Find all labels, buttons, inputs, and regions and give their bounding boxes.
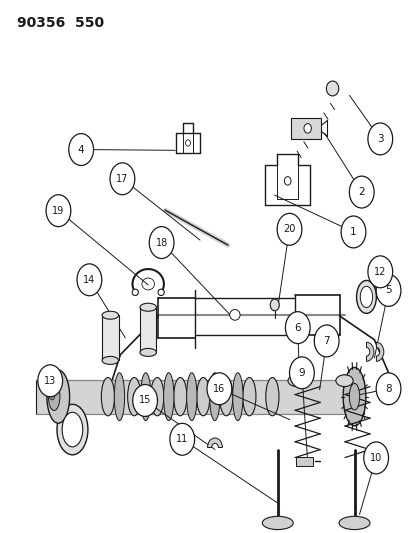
Wedge shape bbox=[207, 438, 222, 448]
Circle shape bbox=[149, 227, 173, 259]
Ellipse shape bbox=[287, 375, 305, 386]
Text: 12: 12 bbox=[373, 267, 386, 277]
Circle shape bbox=[46, 195, 71, 227]
Ellipse shape bbox=[48, 383, 60, 410]
Ellipse shape bbox=[242, 377, 255, 416]
Text: 9: 9 bbox=[298, 368, 304, 378]
Circle shape bbox=[367, 256, 392, 288]
Circle shape bbox=[367, 123, 392, 155]
Wedge shape bbox=[375, 342, 383, 361]
Ellipse shape bbox=[185, 140, 190, 146]
Text: 4: 4 bbox=[78, 144, 84, 155]
Ellipse shape bbox=[163, 373, 173, 421]
Circle shape bbox=[375, 373, 400, 405]
Text: 1: 1 bbox=[349, 227, 356, 237]
Ellipse shape bbox=[140, 373, 151, 421]
Ellipse shape bbox=[219, 377, 233, 416]
Ellipse shape bbox=[338, 516, 369, 530]
Text: 14: 14 bbox=[83, 275, 95, 285]
Circle shape bbox=[363, 442, 388, 474]
Circle shape bbox=[349, 176, 373, 208]
Ellipse shape bbox=[173, 377, 186, 416]
Bar bbox=[102, 315, 118, 360]
Ellipse shape bbox=[284, 176, 290, 185]
Ellipse shape bbox=[229, 310, 240, 320]
Circle shape bbox=[169, 423, 194, 455]
Ellipse shape bbox=[349, 383, 359, 410]
Ellipse shape bbox=[50, 393, 55, 400]
Circle shape bbox=[77, 264, 102, 296]
Circle shape bbox=[133, 384, 157, 416]
Ellipse shape bbox=[342, 367, 365, 426]
Circle shape bbox=[206, 373, 231, 405]
Ellipse shape bbox=[209, 373, 219, 421]
Text: 10: 10 bbox=[369, 453, 381, 463]
Ellipse shape bbox=[127, 377, 140, 416]
Text: 15: 15 bbox=[139, 395, 151, 406]
Bar bbox=[296, 457, 312, 466]
Text: 20: 20 bbox=[282, 224, 295, 235]
Ellipse shape bbox=[150, 377, 164, 416]
Ellipse shape bbox=[101, 377, 114, 416]
Bar bbox=[140, 307, 156, 352]
Circle shape bbox=[69, 134, 93, 165]
Ellipse shape bbox=[232, 373, 242, 421]
Text: 7: 7 bbox=[323, 336, 329, 346]
Ellipse shape bbox=[102, 311, 118, 319]
Ellipse shape bbox=[140, 303, 156, 311]
Text: 11: 11 bbox=[176, 434, 188, 445]
Text: 90356  550: 90356 550 bbox=[17, 15, 104, 29]
Text: 13: 13 bbox=[44, 376, 56, 386]
Circle shape bbox=[285, 312, 309, 344]
Circle shape bbox=[375, 274, 400, 306]
Ellipse shape bbox=[325, 81, 338, 96]
Text: 5: 5 bbox=[385, 286, 391, 295]
Circle shape bbox=[38, 365, 62, 397]
Text: 6: 6 bbox=[294, 322, 300, 333]
Text: 19: 19 bbox=[52, 206, 64, 216]
Ellipse shape bbox=[270, 299, 279, 311]
Ellipse shape bbox=[132, 289, 138, 296]
Ellipse shape bbox=[265, 377, 278, 416]
Ellipse shape bbox=[186, 373, 197, 421]
Ellipse shape bbox=[140, 349, 156, 357]
Text: 8: 8 bbox=[385, 384, 391, 394]
Ellipse shape bbox=[62, 413, 83, 447]
Ellipse shape bbox=[57, 405, 88, 455]
Ellipse shape bbox=[356, 280, 375, 313]
FancyBboxPatch shape bbox=[290, 118, 320, 139]
Circle shape bbox=[289, 357, 313, 389]
Ellipse shape bbox=[102, 357, 118, 365]
Text: 17: 17 bbox=[116, 174, 128, 184]
Text: 16: 16 bbox=[213, 384, 225, 394]
Bar bbox=[36, 379, 363, 414]
Ellipse shape bbox=[47, 370, 69, 423]
Circle shape bbox=[110, 163, 135, 195]
Circle shape bbox=[340, 216, 365, 248]
Circle shape bbox=[313, 325, 338, 357]
Circle shape bbox=[276, 213, 301, 245]
Text: 3: 3 bbox=[376, 134, 383, 144]
Text: 2: 2 bbox=[358, 187, 364, 197]
Ellipse shape bbox=[262, 516, 292, 530]
Ellipse shape bbox=[335, 375, 352, 386]
Ellipse shape bbox=[114, 373, 124, 421]
Ellipse shape bbox=[158, 289, 164, 296]
Ellipse shape bbox=[303, 124, 311, 133]
Ellipse shape bbox=[142, 278, 154, 290]
Text: 18: 18 bbox=[155, 238, 167, 247]
Ellipse shape bbox=[359, 286, 372, 308]
Wedge shape bbox=[366, 342, 373, 361]
Ellipse shape bbox=[196, 377, 209, 416]
